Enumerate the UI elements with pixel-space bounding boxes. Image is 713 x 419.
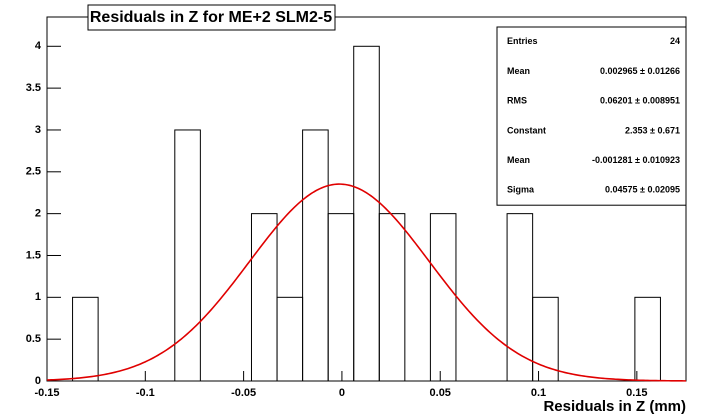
y-tick-label: 1.5 [26, 249, 41, 261]
y-tick-label: 2 [35, 208, 41, 220]
stats-value: 0.04575 ± 0.02095 [605, 185, 680, 195]
fit-curve [46, 183, 687, 382]
x-tick-label: -0.1 [136, 387, 155, 399]
x-tick-label: -0.15 [34, 387, 59, 399]
chart-title: Residuals in Z for ME+2 SLM2-5 [90, 9, 332, 26]
stats-value: 0.06201 ± 0.008951 [600, 96, 680, 106]
stats-name: Sigma [507, 185, 535, 195]
x-tick-label: -0.05 [231, 387, 256, 399]
x-tick-label: 0 [339, 387, 345, 399]
stats-value: 0.002965 ± 0.01266 [600, 66, 680, 76]
y-tick-label: 2.5 [26, 166, 41, 178]
histogram-bar [72, 296, 99, 382]
y-tick-label: 1 [35, 291, 41, 303]
stats-name: Constant [507, 125, 546, 135]
x-tick-label: 0.05 [430, 387, 451, 399]
histogram-bar [532, 296, 559, 382]
x-axis-label: Residuals in Z (mm) [543, 398, 686, 415]
stats-value: 24 [670, 36, 680, 46]
stats-name: Mean [507, 66, 530, 76]
histogram-bar [378, 213, 406, 382]
y-tick-label: 0.5 [26, 333, 41, 345]
stats-name: Entries [507, 36, 538, 46]
y-tick-label: 0 [35, 375, 41, 387]
x-tick-label: 0.15 [626, 387, 647, 399]
y-tick-label: 3.5 [26, 82, 41, 94]
stats-name: RMS [507, 96, 527, 106]
y-tick-label: 4 [35, 40, 42, 52]
stats-name: Mean [507, 155, 530, 165]
stats-value: -0.001281 ± 0.010923 [592, 155, 680, 165]
histogram-bar [174, 129, 201, 382]
histogram-bar [429, 213, 457, 382]
stats-value: 2.353 ± 0.671 [625, 125, 680, 135]
y-tick-label: 3 [35, 124, 41, 136]
stats-box [496, 26, 687, 206]
title-box [87, 4, 336, 31]
x-tick-label: 0.1 [531, 387, 546, 399]
